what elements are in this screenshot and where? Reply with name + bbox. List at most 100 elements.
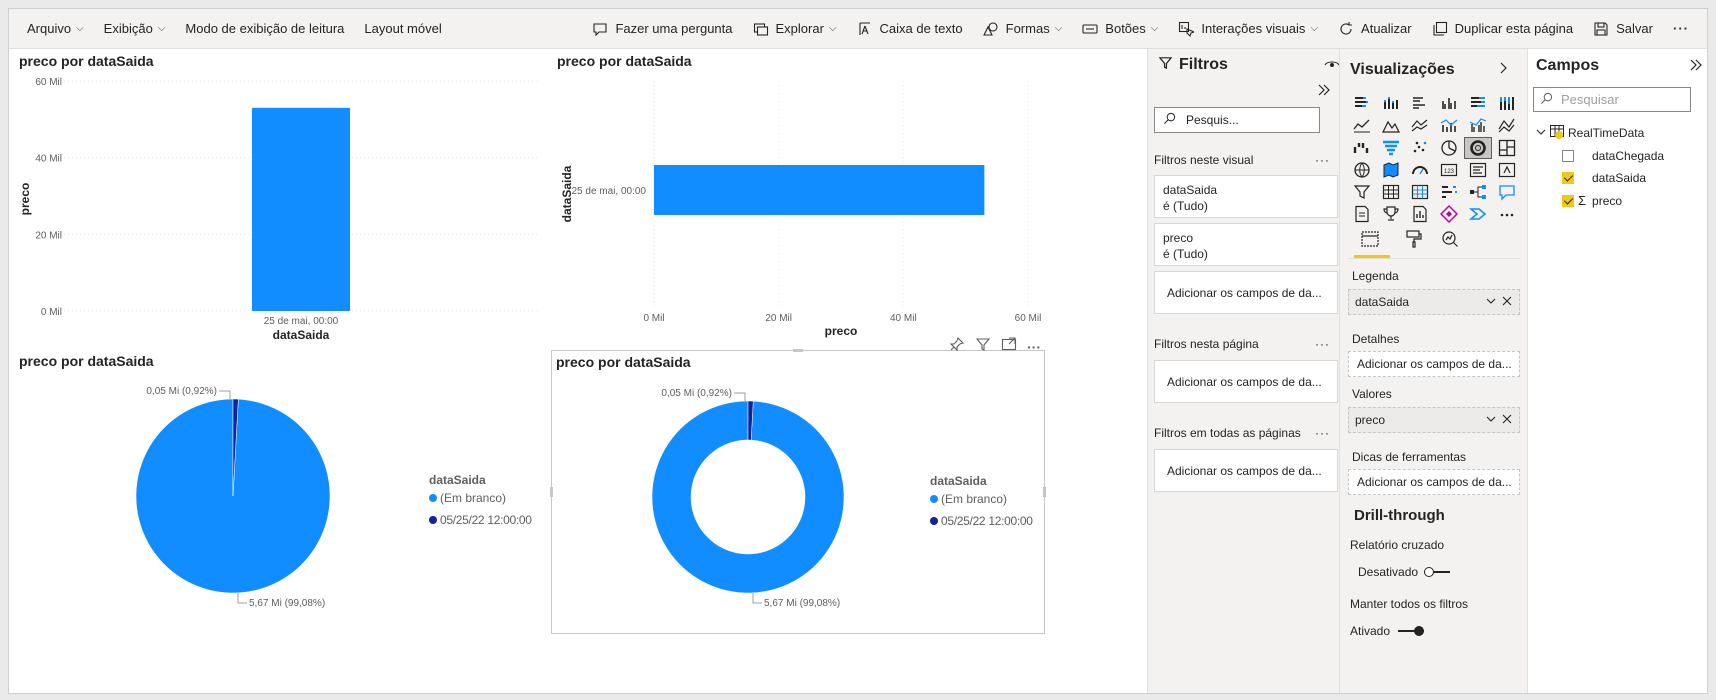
more-options-icon[interactable]: ··· xyxy=(1027,338,1041,355)
clustered-bar-icon[interactable] xyxy=(1406,93,1434,115)
save-button[interactable]: Salvar xyxy=(1583,9,1663,49)
treemap-icon[interactable] xyxy=(1493,137,1521,159)
cross-report-toggle[interactable]: Desativado xyxy=(1358,565,1451,579)
stacked-column-icon[interactable] xyxy=(1377,93,1405,115)
stacked-area-icon[interactable] xyxy=(1406,115,1434,137)
column-chart-visual[interactable]: preco por dataSaida 0 Mil 20 Mil 40 Mil 60 … xyxy=(9,49,549,349)
eye-icon[interactable] xyxy=(1324,57,1340,76)
tooltips-well[interactable]: Adicionar os campos de da... xyxy=(1348,469,1520,495)
paginated-icon[interactable] xyxy=(1348,203,1376,225)
table-icon[interactable] xyxy=(1377,181,1405,203)
more-visuals-icon[interactable] xyxy=(1493,203,1521,225)
filters-search-input[interactable]: Pesquis... xyxy=(1154,107,1320,133)
menu-reading-view[interactable]: Modo de exibição de leitura xyxy=(175,9,354,49)
menu-arquivo[interactable]: Arquivo ⌵ xyxy=(17,9,94,49)
stacked-bar-icon[interactable] xyxy=(1348,93,1376,115)
textbox-button[interactable]: Caixa de texto xyxy=(847,9,973,49)
line-clustered-icon[interactable] xyxy=(1464,115,1492,137)
legend-item[interactable]: (Em branco) xyxy=(429,491,532,505)
keep-filters-toggle[interactable]: Ativado xyxy=(1350,624,1425,638)
add-fields-dropzone[interactable]: Adicionar os campos de da... xyxy=(1154,449,1338,492)
remove-field-icon[interactable] xyxy=(1501,413,1513,428)
field-datasaida[interactable]: dataSaida xyxy=(1562,171,1646,185)
refresh-button[interactable]: Atualizar xyxy=(1328,9,1422,49)
diamond-icon[interactable] xyxy=(1435,203,1463,225)
filled-map-icon[interactable] xyxy=(1377,159,1405,181)
legend-item[interactable]: (Em branco) xyxy=(930,492,1033,506)
100-column-icon[interactable] xyxy=(1493,93,1521,115)
buttons-button[interactable]: Botões ⌵ xyxy=(1072,9,1168,49)
funnel-icon[interactable] xyxy=(1377,137,1405,159)
add-fields-dropzone[interactable]: Adicionar os campos de da... xyxy=(1154,271,1338,314)
more-options-button[interactable]: ··· xyxy=(1663,9,1699,49)
format-paint-icon[interactable] xyxy=(1404,229,1424,254)
table-realtimedata[interactable]: RealTimeData xyxy=(1536,125,1644,140)
legend-item[interactable]: 05/25/22 12:00:00 xyxy=(429,513,532,527)
focus-mode-icon[interactable] xyxy=(1001,336,1017,357)
pie-icon[interactable] xyxy=(1435,137,1463,159)
scatter-icon[interactable] xyxy=(1406,137,1434,159)
field-datachegada[interactable]: dataChegada xyxy=(1562,149,1664,163)
multirow-card-icon[interactable] xyxy=(1464,159,1492,181)
resize-handle[interactable] xyxy=(793,349,803,352)
filter-card-preco[interactable]: preco é (Tudo) xyxy=(1154,223,1338,266)
checkbox-checked-icon[interactable] xyxy=(1562,172,1574,184)
field-preco[interactable]: Σ preco xyxy=(1562,193,1622,208)
filter-icon[interactable] xyxy=(975,336,991,357)
more-options-icon[interactable]: ··· xyxy=(1315,426,1330,440)
menu-exibicao[interactable]: Exibição ⌵ xyxy=(94,9,176,49)
trophy-icon[interactable] xyxy=(1377,203,1405,225)
bar-chart-visual[interactable]: preco por dataSaida 0 Mil 20 Mil 40 Mil 60 … xyxy=(547,49,1047,349)
collapse-pane-icon[interactable] xyxy=(1688,58,1704,77)
fields-search-input[interactable]: Pesquisar xyxy=(1533,87,1691,112)
details-well[interactable]: Adicionar os campos de da... xyxy=(1348,351,1520,377)
collapse-pane-icon[interactable] xyxy=(1316,83,1332,102)
chevron-right-icon[interactable] xyxy=(1498,61,1510,80)
donut-icon[interactable] xyxy=(1464,137,1492,159)
pie-chart-visual[interactable]: preco por dataSaida 0,05 Mi (0,92%) 5,67 … xyxy=(9,349,549,639)
checkbox-checked-icon[interactable] xyxy=(1562,194,1574,207)
python-icon[interactable] xyxy=(1406,203,1434,225)
ribbon-chart-icon[interactable] xyxy=(1493,115,1521,137)
slicer-icon[interactable] xyxy=(1348,181,1376,203)
filter-card-datasaida[interactable]: dataSaida é (Tudo) xyxy=(1154,175,1338,218)
donut-chart-visual[interactable]: preco por dataSaida 0,05 Mi (0,92%) 5,67 … xyxy=(550,349,1046,634)
more-options-icon[interactable]: ··· xyxy=(1315,337,1330,351)
pin-icon[interactable] xyxy=(949,336,965,357)
matrix-icon[interactable] xyxy=(1406,181,1434,203)
ask-question-button[interactable]: Fazer uma pergunta xyxy=(582,9,742,49)
y-tick-label: 20 Mil xyxy=(35,230,62,241)
line-chart-icon[interactable] xyxy=(1348,115,1376,137)
chevron-down-icon[interactable] xyxy=(1485,295,1497,310)
area-chart-icon[interactable] xyxy=(1377,115,1405,137)
checkbox-unchecked-icon[interactable] xyxy=(1562,150,1574,162)
shapes-button[interactable]: Formas ⌵ xyxy=(973,9,1073,49)
key-influencers-icon[interactable] xyxy=(1435,181,1463,203)
powerapps-icon[interactable] xyxy=(1464,203,1492,225)
legend-item[interactable]: 05/25/22 12:00:00 xyxy=(930,514,1033,528)
chevron-down-icon[interactable] xyxy=(1485,413,1497,428)
resize-handle[interactable] xyxy=(1043,487,1046,497)
kpi-icon[interactable] xyxy=(1493,159,1521,181)
qa-icon[interactable] xyxy=(1493,181,1521,203)
fields-tab-icon[interactable] xyxy=(1360,229,1380,254)
visual-interactions-button[interactable]: Interações visuais ⌵ xyxy=(1168,9,1328,49)
resize-handle[interactable] xyxy=(550,487,553,497)
100-bar-icon[interactable] xyxy=(1464,93,1492,115)
line-column-icon[interactable] xyxy=(1435,115,1463,137)
gauge-icon[interactable] xyxy=(1406,159,1434,181)
duplicate-page-button[interactable]: Duplicar esta página xyxy=(1422,9,1584,49)
decomposition-tree-icon[interactable] xyxy=(1464,181,1492,203)
remove-field-icon[interactable] xyxy=(1501,295,1513,310)
map-icon[interactable] xyxy=(1348,159,1376,181)
more-options-icon[interactable]: ··· xyxy=(1315,153,1330,167)
card-icon[interactable]: 123 xyxy=(1435,159,1463,181)
add-fields-dropzone[interactable]: Adicionar os campos de da... xyxy=(1154,360,1338,403)
waterfall-icon[interactable] xyxy=(1348,137,1376,159)
clustered-column-icon[interactable] xyxy=(1435,93,1463,115)
values-well[interactable]: preco xyxy=(1348,407,1520,433)
menu-mobile-layout[interactable]: Layout móvel xyxy=(354,9,451,49)
analytics-icon[interactable] xyxy=(1440,229,1460,254)
legend-well[interactable]: dataSaida xyxy=(1348,289,1520,315)
explore-button[interactable]: Explorar ⌵ xyxy=(743,9,847,49)
